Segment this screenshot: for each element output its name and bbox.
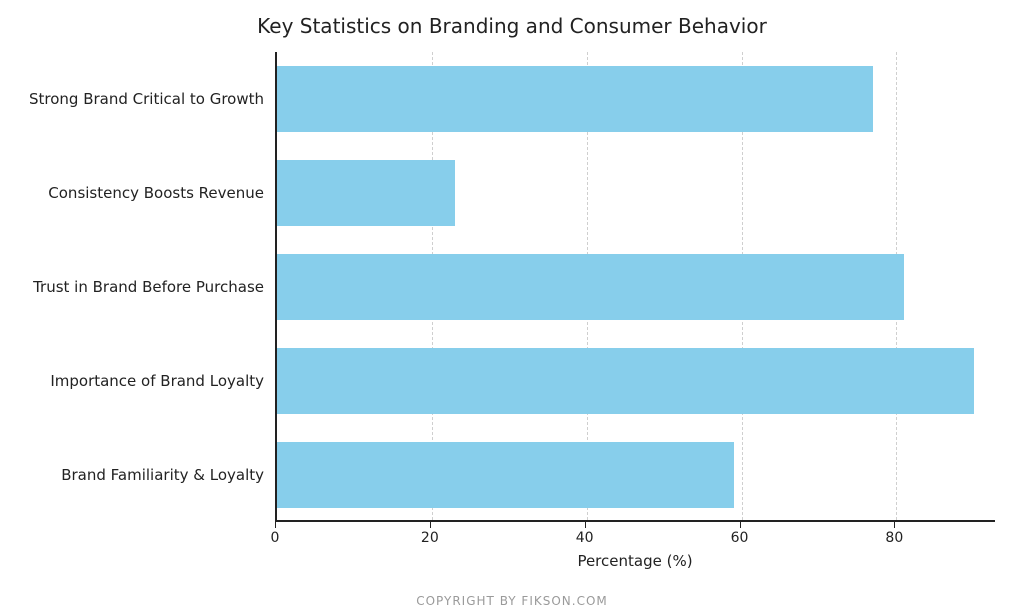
x-tick-mark (430, 522, 431, 528)
bar (277, 160, 455, 226)
bar (277, 66, 873, 132)
x-tick-label: 0 (255, 530, 295, 546)
y-tick-label: Trust in Brand Before Purchase (14, 278, 264, 296)
x-tick-label: 20 (410, 530, 450, 546)
x-tick-mark (275, 522, 276, 528)
x-tick-label: 40 (565, 530, 605, 546)
y-tick-label: Consistency Boosts Revenue (14, 184, 264, 202)
bar (277, 442, 734, 508)
y-tick-label: Brand Familiarity & Loyalty (14, 466, 264, 484)
x-axis-label: Percentage (%) (275, 552, 995, 570)
chart-title: Key Statistics on Branding and Consumer … (0, 14, 1024, 38)
x-tick-mark (585, 522, 586, 528)
plot-area (275, 52, 995, 522)
x-tick-mark (894, 522, 895, 528)
y-tick-label: Strong Brand Critical to Growth (14, 90, 264, 108)
x-tick-mark (740, 522, 741, 528)
copyright-footer: COPYRIGHT BY FIKSON.COM (0, 594, 1024, 608)
figure: Key Statistics on Branding and Consumer … (0, 0, 1024, 614)
x-tick-label: 60 (720, 530, 760, 546)
y-tick-label: Importance of Brand Loyalty (14, 372, 264, 390)
bar (277, 254, 904, 320)
x-tick-label: 80 (874, 530, 914, 546)
bar (277, 348, 974, 414)
